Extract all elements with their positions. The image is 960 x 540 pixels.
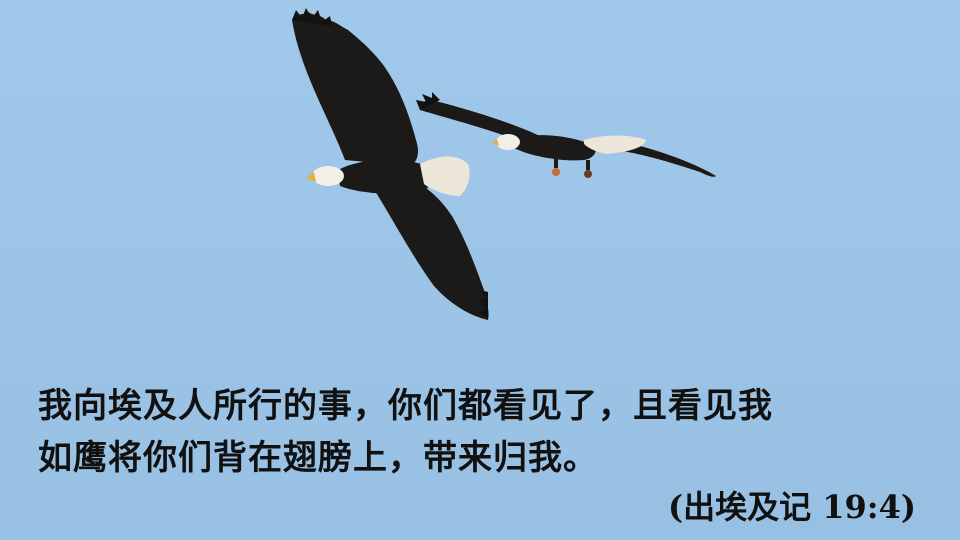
verse-text: 我向埃及人所行的事，你们都看见了，且看见我 如鹰将你们背在翅膀上，带来归我。	[38, 380, 938, 484]
verse-line-1: 我向埃及人所行的事，你们都看见了，且看见我	[38, 386, 773, 426]
eagle-small-body	[512, 135, 596, 161]
eagle-small-tail	[584, 135, 646, 154]
verse-line-2: 如鹰将你们背在翅膀上，带来归我。	[38, 438, 598, 478]
eagle-small-talon-right	[584, 170, 592, 178]
eagle-small-head	[496, 134, 520, 150]
eagle-large-beak	[306, 172, 316, 182]
eagle-large-upper-wing	[292, 12, 418, 166]
eagle-large-body	[338, 159, 434, 194]
eagle-small-legs	[554, 158, 590, 170]
eagle-large-head	[312, 166, 344, 186]
eagle-large-lower-wing	[372, 180, 489, 320]
eagle-small-left-wing-tips	[416, 92, 440, 110]
eagle-small-beak	[492, 139, 499, 146]
eagle-large-upper-wing-tips	[292, 8, 332, 26]
eagle-small-talon-left	[552, 168, 560, 176]
verse-reference: (出埃及记 19:4)	[667, 488, 916, 526]
eagle-small	[416, 92, 716, 178]
eagle-large-tail	[420, 156, 470, 196]
eagle-large	[292, 8, 489, 320]
eagle-large-lower-wing-tips	[478, 290, 488, 320]
